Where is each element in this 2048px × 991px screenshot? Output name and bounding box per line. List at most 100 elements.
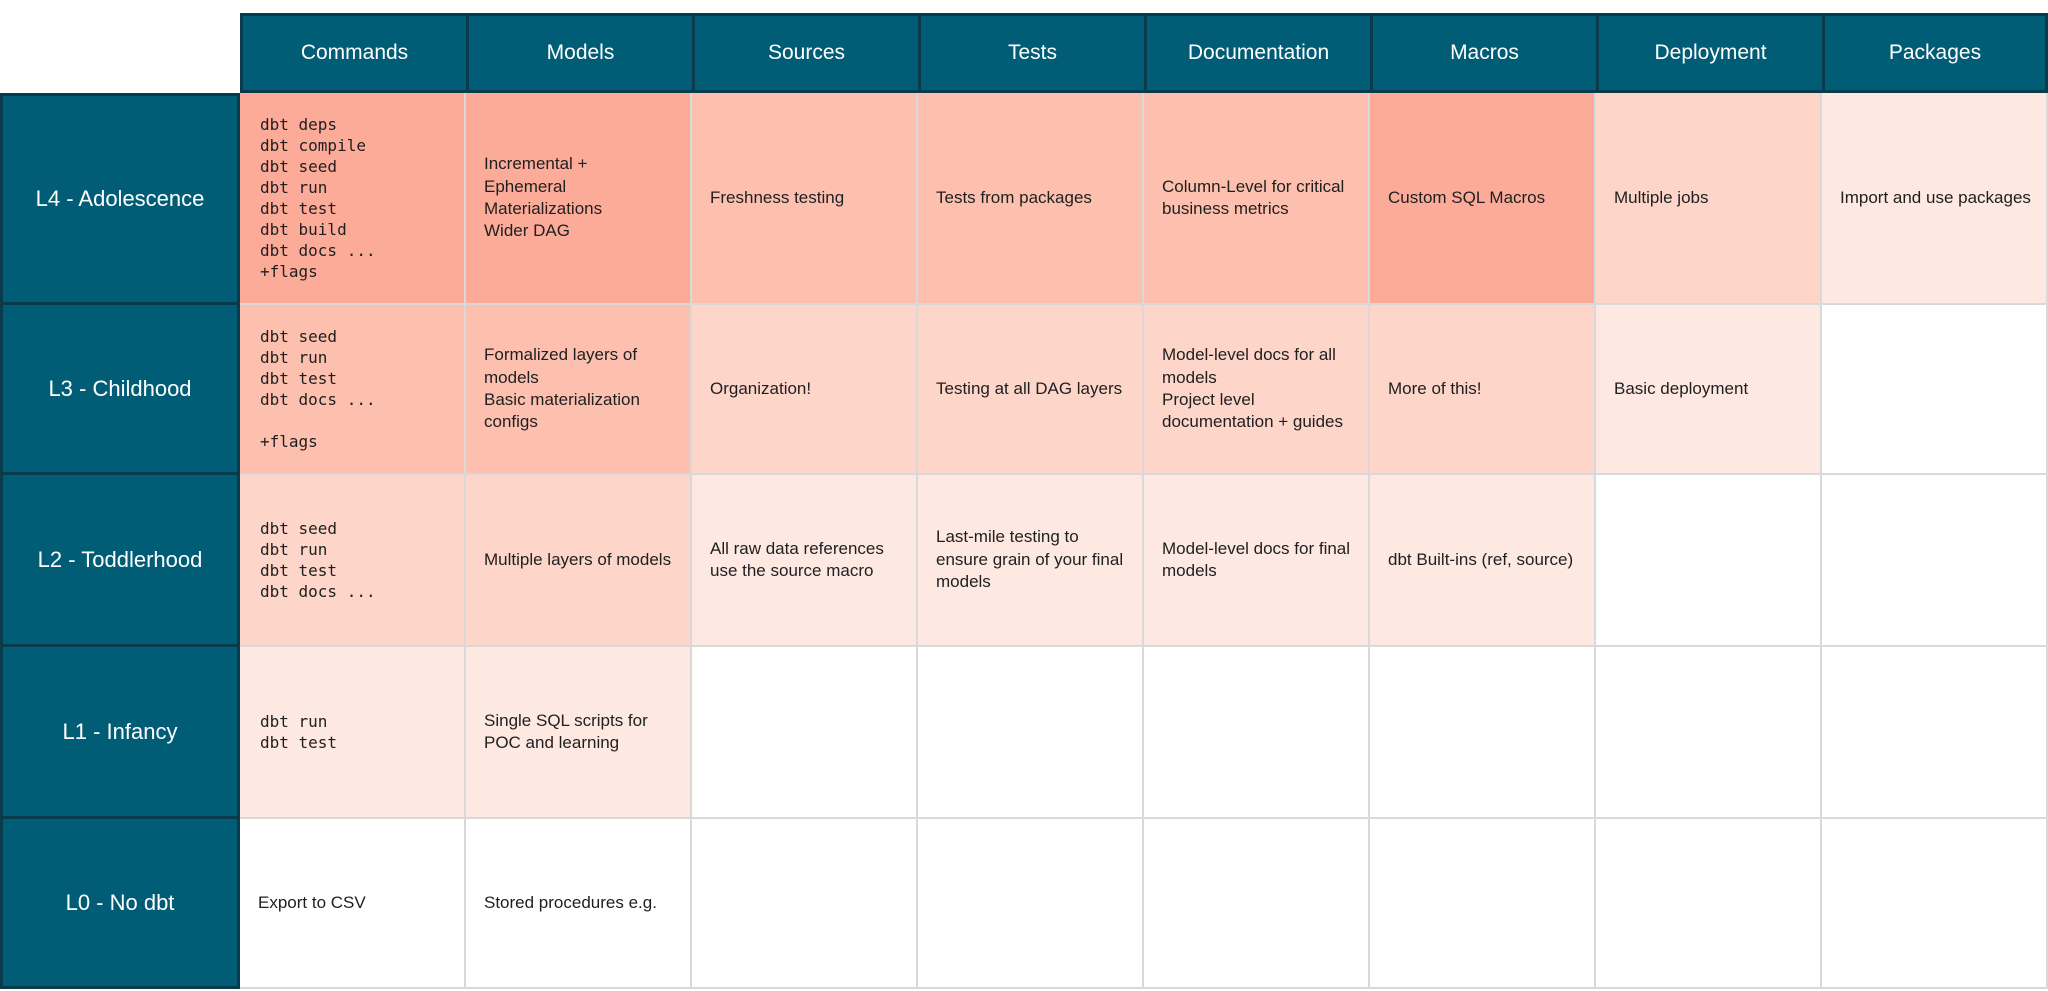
matrix-cell-l1-documentation [1144,647,1370,819]
cell-text-line: dbt build [260,220,347,240]
matrix-cell-l4-sources: Freshness testing [692,93,918,305]
matrix-cell-l4-commands: dbt deps dbt compile dbt seed dbt run dbt te… [240,93,466,305]
matrix-cell-l2-tests: Last-mile testing to ensure grain of your… [918,475,1144,647]
cell-text-line: dbt seed [260,518,338,538]
cell-text-line: business metrics [1162,199,1289,218]
cell-text-line: dbt test [260,733,338,752]
cell-text-line: dbt test [260,561,338,580]
table-corner-spacer [0,13,240,93]
cell-text-line: dbt test [260,199,338,218]
cell-text-line: ensure grain of your final [936,549,1124,569]
cell-text-line [260,410,454,431]
cell-text-line: Tests from packages [936,187,1092,207]
column-header-models: Models [466,13,692,93]
cell-text-line: dbt run [260,711,328,731]
matrix-cell-l4-deployment: Multiple jobs [1596,93,1822,305]
cell-text-line: documentation + guides [1162,412,1343,432]
matrix-cell-l4-packages: Import and use packages [1822,93,2048,305]
column-header-tests: Tests [918,13,1144,93]
row-label-l1-infancy: L1 - Infancy [0,647,240,819]
cell-text-line: Last-mile testing to [936,527,1079,547]
maturity-table: Commands Models Sources Tests Documentation M… [0,13,2048,989]
cell-text-line: Formalized layers of [484,345,638,365]
matrix-cell-l4-macros: Custom SQL Macros [1370,93,1596,305]
matrix-cell-l4-documentation: Column-Level for critical business metric… [1144,93,1370,305]
cell-text-line: configs [484,412,538,432]
column-header-label: Deployment [1654,41,1767,64]
cell-text-line: Testing at all DAG layers [936,378,1123,398]
column-header-label: Models [546,41,615,64]
row-label-l4-adolescence: L4 - Adolescence [0,93,240,305]
cell-text-line: dbt run [260,539,328,559]
matrix-cell-l2-sources: All raw data references use the source ma… [692,475,918,647]
cell-text-line: dbt test [260,368,338,388]
column-header-label: Macros [1450,41,1519,64]
cell-text-line: POC and learning [484,733,620,752]
column-header-label: Packages [1888,41,1982,64]
cell-text-line: Incremental + [484,154,588,174]
cell-text-line: +flags [260,432,318,452]
row-label-l3-childhood: L3 - Childhood [0,305,240,475]
column-header-label: Sources [767,41,846,64]
cell-text-line: models [1162,561,1217,580]
matrix-cell-l3-deployment: Basic deployment [1596,305,1822,475]
cell-text-line: Single SQL scripts for [484,710,648,730]
matrix-cell-l3-commands: dbt seed dbt run dbt test dbt docs ... +flag… [240,305,466,475]
matrix-cell-l0-sources [692,819,918,989]
cell-text-line: Import and use packages [1840,187,2031,207]
matrix-cell-l1-sources [692,647,918,819]
cell-text-line: dbt docs ... [260,390,376,409]
matrix-cell-l2-macros: dbt Built-ins (ref, source) [1370,475,1596,647]
cell-text-line: models [484,367,539,387]
cell-text-line: dbt run [260,177,328,197]
cell-text-line: use the source macro [710,561,874,580]
cell-text-line: Multiple layers of models [484,549,672,569]
cell-text-line: Freshness testing [710,187,845,207]
matrix-cell-l1-models: Single SQL scripts for POC and learning [466,647,692,819]
cell-text-line: dbt Built-ins (ref, source) [1388,549,1574,569]
matrix-cell-l0-macros [1370,819,1596,989]
column-header-macros: Macros [1370,13,1596,93]
column-header-packages: Packages [1822,13,2048,93]
matrix-cell-l0-documentation [1144,819,1370,989]
column-header-commands: Commands [240,13,466,93]
matrix-cell-l2-commands: dbt seed dbt run dbt test dbt docs ... [240,475,466,647]
matrix-cell-l4-models: Incremental + Ephemeral Materializations Wi… [466,93,692,305]
matrix-cell-l1-macros [1370,647,1596,819]
cell-text-line: models [1162,367,1217,387]
row-label-l2-toddlerhood: L2 - Toddlerhood [0,475,240,647]
cell-text-line: Stored procedures e.g. [484,892,657,912]
matrix-cell-l0-models: Stored procedures e.g. [466,819,692,989]
cell-text-line: Export to CSV [258,892,366,912]
matrix-cell-l3-macros: More of this! [1370,305,1596,475]
column-header-deployment: Deployment [1596,13,1822,93]
cell-text-line: Project level [1162,390,1255,409]
matrix-cell-l3-tests: Testing at all DAG layers [918,305,1144,475]
matrix-cell-l0-commands: Export to CSV [240,819,466,989]
matrix-cell-l1-tests [918,647,1144,819]
matrix-cell-l3-documentation: Model-level docs for all models Project le… [1144,305,1370,475]
cell-text-line: More of this! [1388,378,1482,398]
matrix-cell-l1-commands: dbt run dbt test [240,647,466,819]
column-header-label: Tests [1007,41,1057,64]
row-label-l0-no-dbt: L0 - No dbt [0,819,240,989]
column-header-label: Commands [300,41,409,64]
cell-text-line: dbt compile [260,135,366,155]
cell-text-line: Model-level docs for final [1162,538,1351,558]
row-label-text: L0 - No dbt [65,889,175,915]
column-header-sources: Sources [692,13,918,93]
matrix-cell-l0-deployment [1596,819,1822,989]
matrix-cell-l1-deployment [1596,647,1822,819]
cell-text-line: All raw data references [710,538,884,558]
cell-text-line: Custom SQL Macros [1388,187,1546,207]
matrix-cell-l2-deployment [1596,475,1822,647]
column-header-documentation: Documentation [1144,13,1370,93]
cell-text-line: Model-level docs for all [1162,345,1336,365]
matrix-cell-l3-models: Formalized layers of models Basic material… [466,305,692,475]
cell-text-line: dbt deps [260,114,338,134]
cell-text-line: Basic deployment [1614,378,1749,398]
cell-text-line: models [936,572,991,592]
cell-text-line: dbt seed [260,156,338,176]
cell-text-line: Wider DAG [484,221,570,241]
